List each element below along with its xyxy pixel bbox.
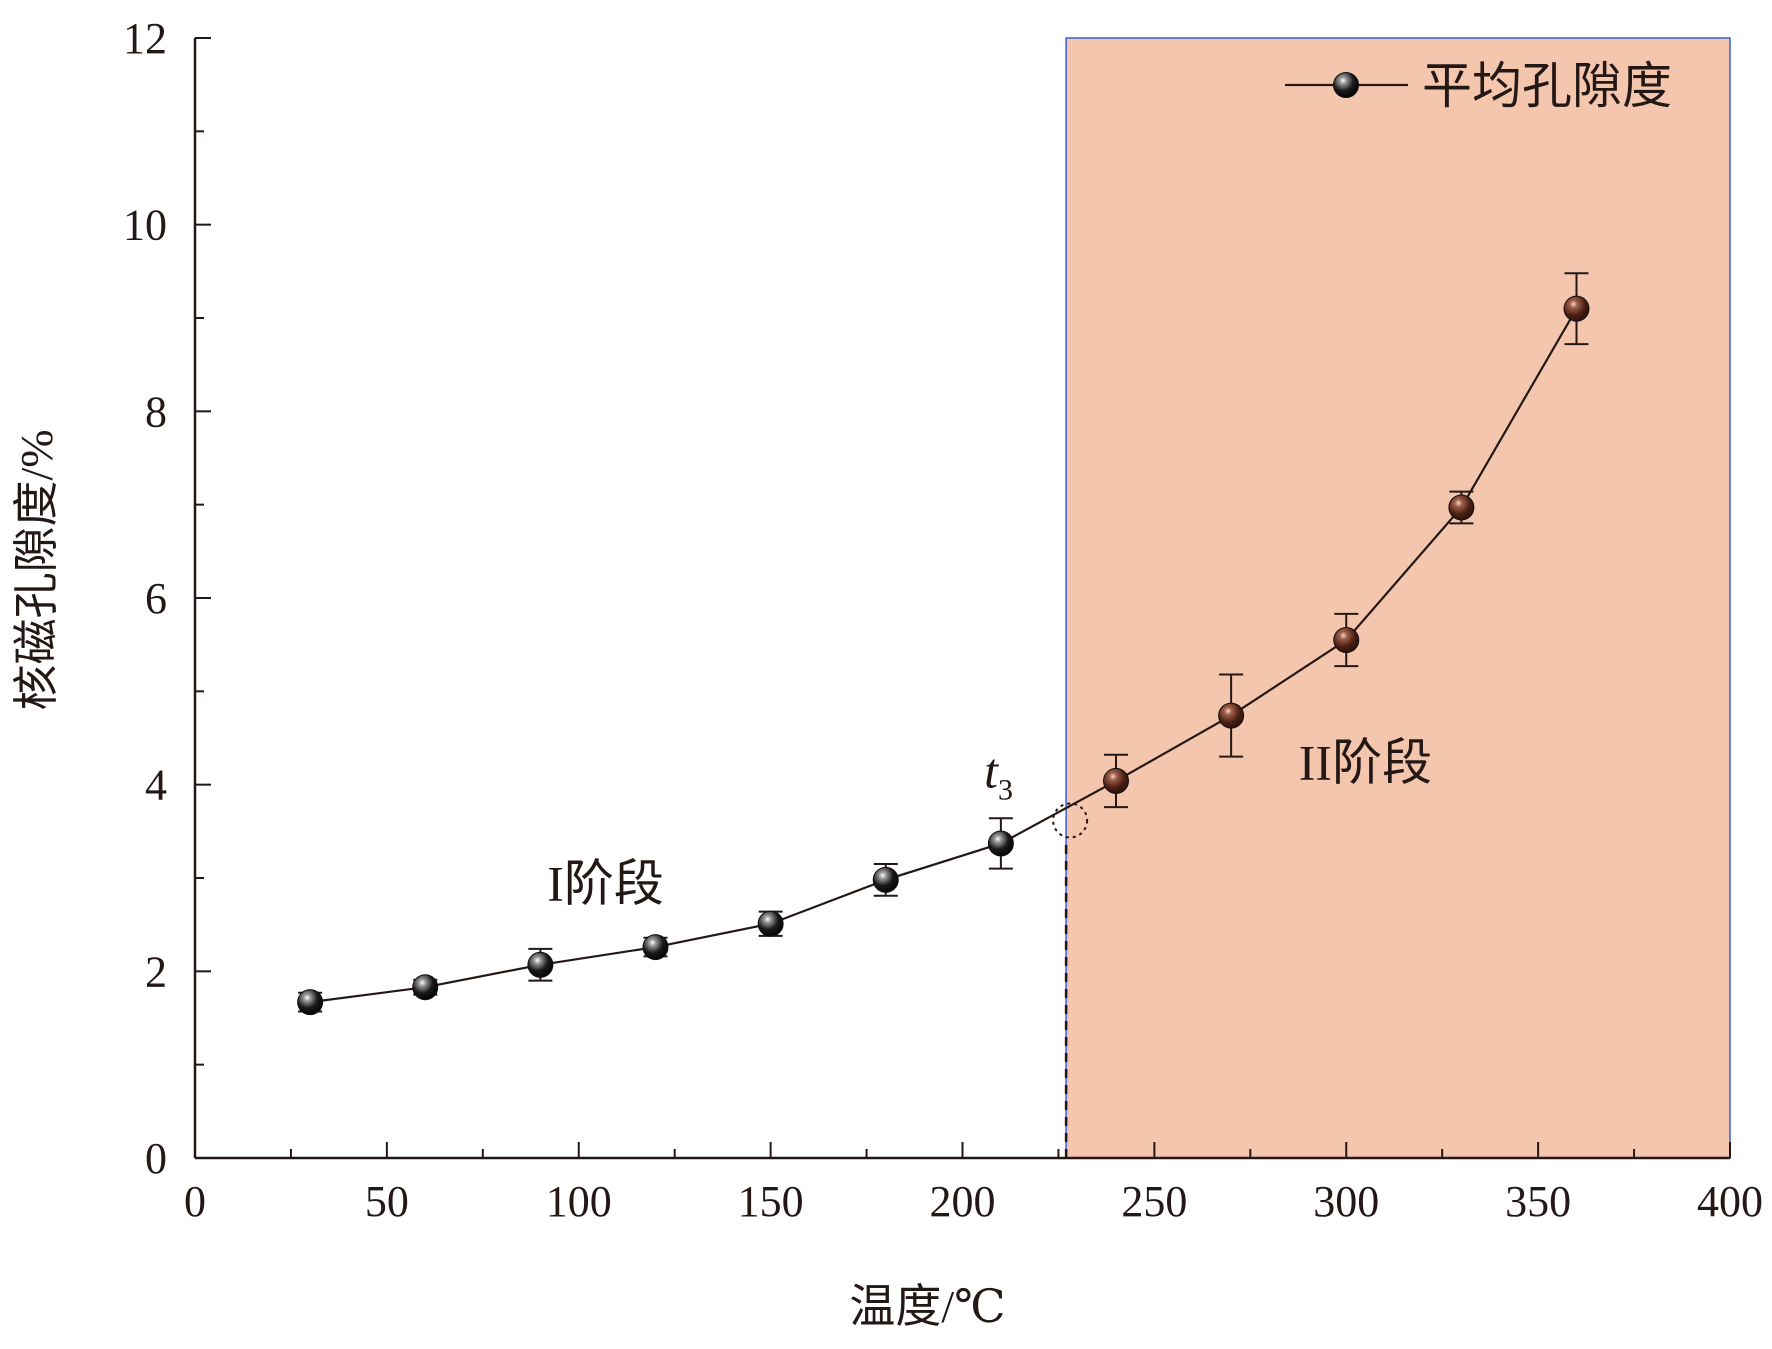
x-tick-label: 300 xyxy=(1313,1177,1379,1226)
threshold-label-subscript: 3 xyxy=(998,773,1013,806)
data-point xyxy=(1563,295,1590,322)
threshold-dotted-circle xyxy=(1052,802,1089,839)
x-tick-label: 50 xyxy=(365,1177,409,1226)
threshold-label: t3 xyxy=(984,742,1013,806)
data-point xyxy=(412,974,439,1001)
data-point xyxy=(297,989,324,1016)
data-points xyxy=(297,295,1590,1016)
stage-2-label: II阶段 xyxy=(1299,734,1432,790)
x-axis-title: 温度/℃ xyxy=(849,1281,1005,1332)
x-ticks: 0 50 100 150 200 250 300 350 400 xyxy=(184,1142,1763,1226)
data-point xyxy=(1103,767,1129,794)
threshold-label-main: t xyxy=(984,742,999,798)
y-tick-label: 2 xyxy=(145,947,167,996)
data-point xyxy=(1218,702,1245,729)
stage-1-label: I阶段 xyxy=(547,856,664,912)
x-tick-label: 0 xyxy=(184,1177,206,1226)
data-point xyxy=(757,910,784,937)
legend: 平均孔隙度 xyxy=(1285,58,1672,114)
data-point xyxy=(987,830,1014,857)
x-tick-label: 150 xyxy=(738,1177,804,1226)
y-ticks: 0 2 4 6 8 10 12 xyxy=(123,14,211,1183)
legend-label: 平均孔隙度 xyxy=(1422,58,1672,114)
legend-marker xyxy=(1333,72,1359,98)
x-tick-label: 200 xyxy=(930,1177,996,1226)
data-point xyxy=(1448,494,1475,521)
y-tick-label: 4 xyxy=(145,761,167,810)
stage-2-shaded-region xyxy=(1065,37,1731,1159)
y-tick-label: 12 xyxy=(123,14,167,63)
y-tick-label: 8 xyxy=(145,387,167,436)
x-tick-label: 100 xyxy=(546,1177,612,1226)
y-tick-label: 6 xyxy=(145,574,167,623)
data-point xyxy=(872,866,899,893)
data-point xyxy=(642,934,669,961)
x-tick-label: 350 xyxy=(1505,1177,1571,1226)
x-tick-label: 400 xyxy=(1697,1177,1763,1226)
data-point xyxy=(1333,627,1360,653)
x-tick-label: 250 xyxy=(1121,1177,1187,1226)
y-tick-label: 0 xyxy=(145,1134,167,1183)
data-point xyxy=(527,951,554,978)
y-tick-label: 10 xyxy=(123,201,167,250)
series-line xyxy=(309,308,1578,1004)
y-axis-title: 核磁孔隙度/% xyxy=(11,429,62,710)
